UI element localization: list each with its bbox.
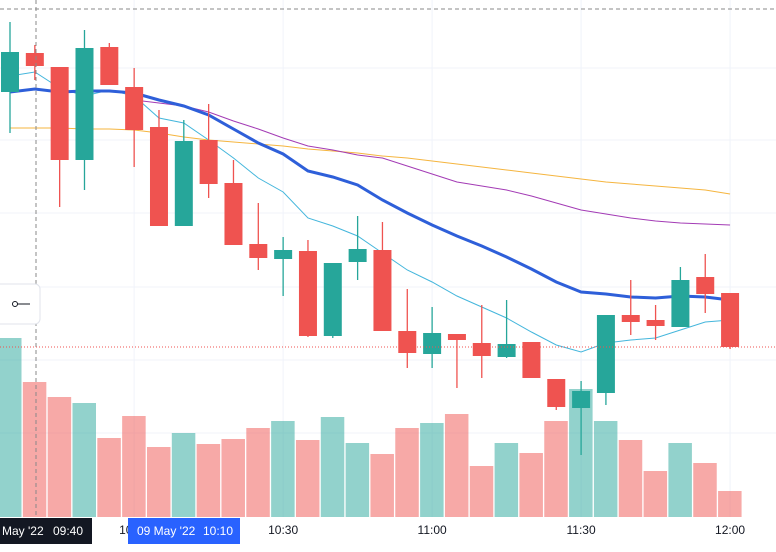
- label-bg: [128, 518, 240, 544]
- candle-body: [75, 48, 94, 160]
- volume-bar: [295, 440, 320, 517]
- volume-bar: [693, 463, 717, 517]
- candle-body: [100, 47, 119, 85]
- label-date: 09 May '22: [137, 524, 196, 538]
- volume-bar: [72, 403, 96, 517]
- candle-body: [398, 331, 417, 353]
- candle-body: [447, 334, 466, 340]
- label-date: May '22: [2, 524, 44, 538]
- x-tick-label: 11:30: [567, 523, 596, 537]
- volume-bar: [668, 443, 692, 517]
- moving-average: [10, 127, 731, 195]
- candle-body: [572, 391, 591, 408]
- candle-body: [298, 251, 317, 336]
- crosshair-label: May '22 09:40: [0, 518, 92, 544]
- candle-body: [373, 250, 392, 331]
- candle-body: [149, 127, 168, 226]
- candle-body: [125, 87, 144, 130]
- label-bg: [0, 518, 92, 544]
- volume-bar: [593, 421, 618, 517]
- candle-body: [50, 67, 69, 160]
- candle-body: [696, 277, 715, 294]
- candle-body: [596, 315, 615, 393]
- volume-bar: [22, 382, 47, 517]
- candle-body: [621, 315, 640, 322]
- volume-bar: [345, 443, 370, 517]
- candle-body: [224, 183, 243, 245]
- candle-body: [174, 141, 193, 226]
- volume-bar: [0, 338, 22, 517]
- candle-body: [671, 280, 690, 327]
- candle-body: [348, 249, 367, 262]
- candle-body: [423, 333, 442, 354]
- volume-bar: [420, 423, 444, 517]
- candle-body: [472, 343, 491, 356]
- volume-bar: [494, 443, 519, 517]
- volume-layer: [0, 338, 742, 517]
- volume-bar: [444, 414, 469, 517]
- x-tick-label: 12:00: [715, 523, 745, 537]
- volume-bar: [271, 421, 295, 517]
- tool-widget[interactable]: [0, 283, 41, 325]
- volume-bar: [47, 397, 72, 517]
- volume-bar: [146, 447, 171, 517]
- candle-body: [721, 293, 740, 347]
- candle-body: [646, 320, 665, 326]
- moving-average: [9, 71, 731, 353]
- volume-bar: [643, 471, 668, 517]
- volume-bar: [320, 417, 345, 517]
- x-tick-label: 10:30: [268, 523, 298, 537]
- volume-bar: [395, 428, 419, 517]
- candle-layer: [1, 22, 740, 455]
- candle-body: [522, 342, 541, 378]
- volume-bar: [544, 421, 568, 517]
- candle-body: [323, 263, 342, 336]
- candle-body: [547, 379, 566, 407]
- volume-bar: [469, 466, 494, 517]
- candle-body: [497, 344, 516, 357]
- volume-bar: [196, 444, 221, 517]
- volume-bar: [618, 440, 643, 517]
- moving-average: [9, 87, 731, 302]
- volume-bar: [171, 433, 196, 517]
- candle-body: [249, 244, 268, 258]
- label-time: 09:40: [53, 524, 83, 538]
- volume-bar: [519, 453, 543, 517]
- candle-body: [1, 52, 19, 92]
- volume-bar: [246, 428, 270, 517]
- candle-body: [199, 140, 218, 184]
- volume-bar: [718, 491, 742, 517]
- volume-bar: [97, 438, 121, 517]
- volume-bar: [221, 439, 245, 517]
- volume-bar: [370, 454, 394, 517]
- moving-average: [134, 99, 731, 226]
- candle-body: [25, 53, 44, 66]
- ma-layer: [9, 71, 731, 353]
- label-time: 10:10: [203, 524, 233, 538]
- highlight-label: 09 May '22 10:10: [128, 518, 240, 544]
- x-tick-label: 11:00: [418, 523, 447, 537]
- volume-bar: [122, 416, 146, 517]
- candle-body: [274, 250, 293, 259]
